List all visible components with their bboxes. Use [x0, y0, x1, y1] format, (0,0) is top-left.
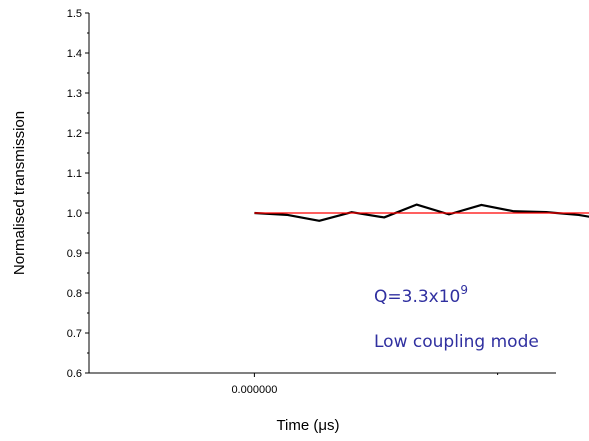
- y-tick-label: 0.8: [67, 288, 82, 300]
- axes: [89, 13, 556, 373]
- y-tick-label: 1.2: [67, 128, 82, 140]
- annotation-q-text: Q=3.3x10: [374, 287, 460, 307]
- y-tick-label: 0.9: [67, 248, 82, 260]
- y-tick-label: 1.1: [67, 168, 82, 180]
- y-tick-label: 1.3: [67, 88, 82, 100]
- y-ticks: 0.6 0.7 0.8 0.9 1.0 1.1 1.2 1.3 1.4 1.5: [67, 8, 89, 380]
- y-tick-label: 0.6: [67, 368, 82, 380]
- x-axis-label: Time (μs): [276, 417, 339, 434]
- y-tick-label: 1.4: [67, 48, 82, 60]
- y-tick-label: 1.5: [67, 8, 82, 20]
- y-axis-label: Normalised transmission: [11, 111, 28, 275]
- annotation-q-factor: Q=3.3x109: [374, 283, 468, 307]
- annotation-mode: Low coupling mode: [374, 332, 539, 352]
- x-tick-label: 0.000000: [231, 384, 277, 396]
- y-tick-label: 0.7: [67, 328, 82, 340]
- annotation-q-exponent: 9: [460, 283, 468, 297]
- y-tick-label: 1.0: [67, 208, 82, 220]
- x-ticks: 0.0000000.0000050.0000100.0000150.000020…: [231, 373, 589, 396]
